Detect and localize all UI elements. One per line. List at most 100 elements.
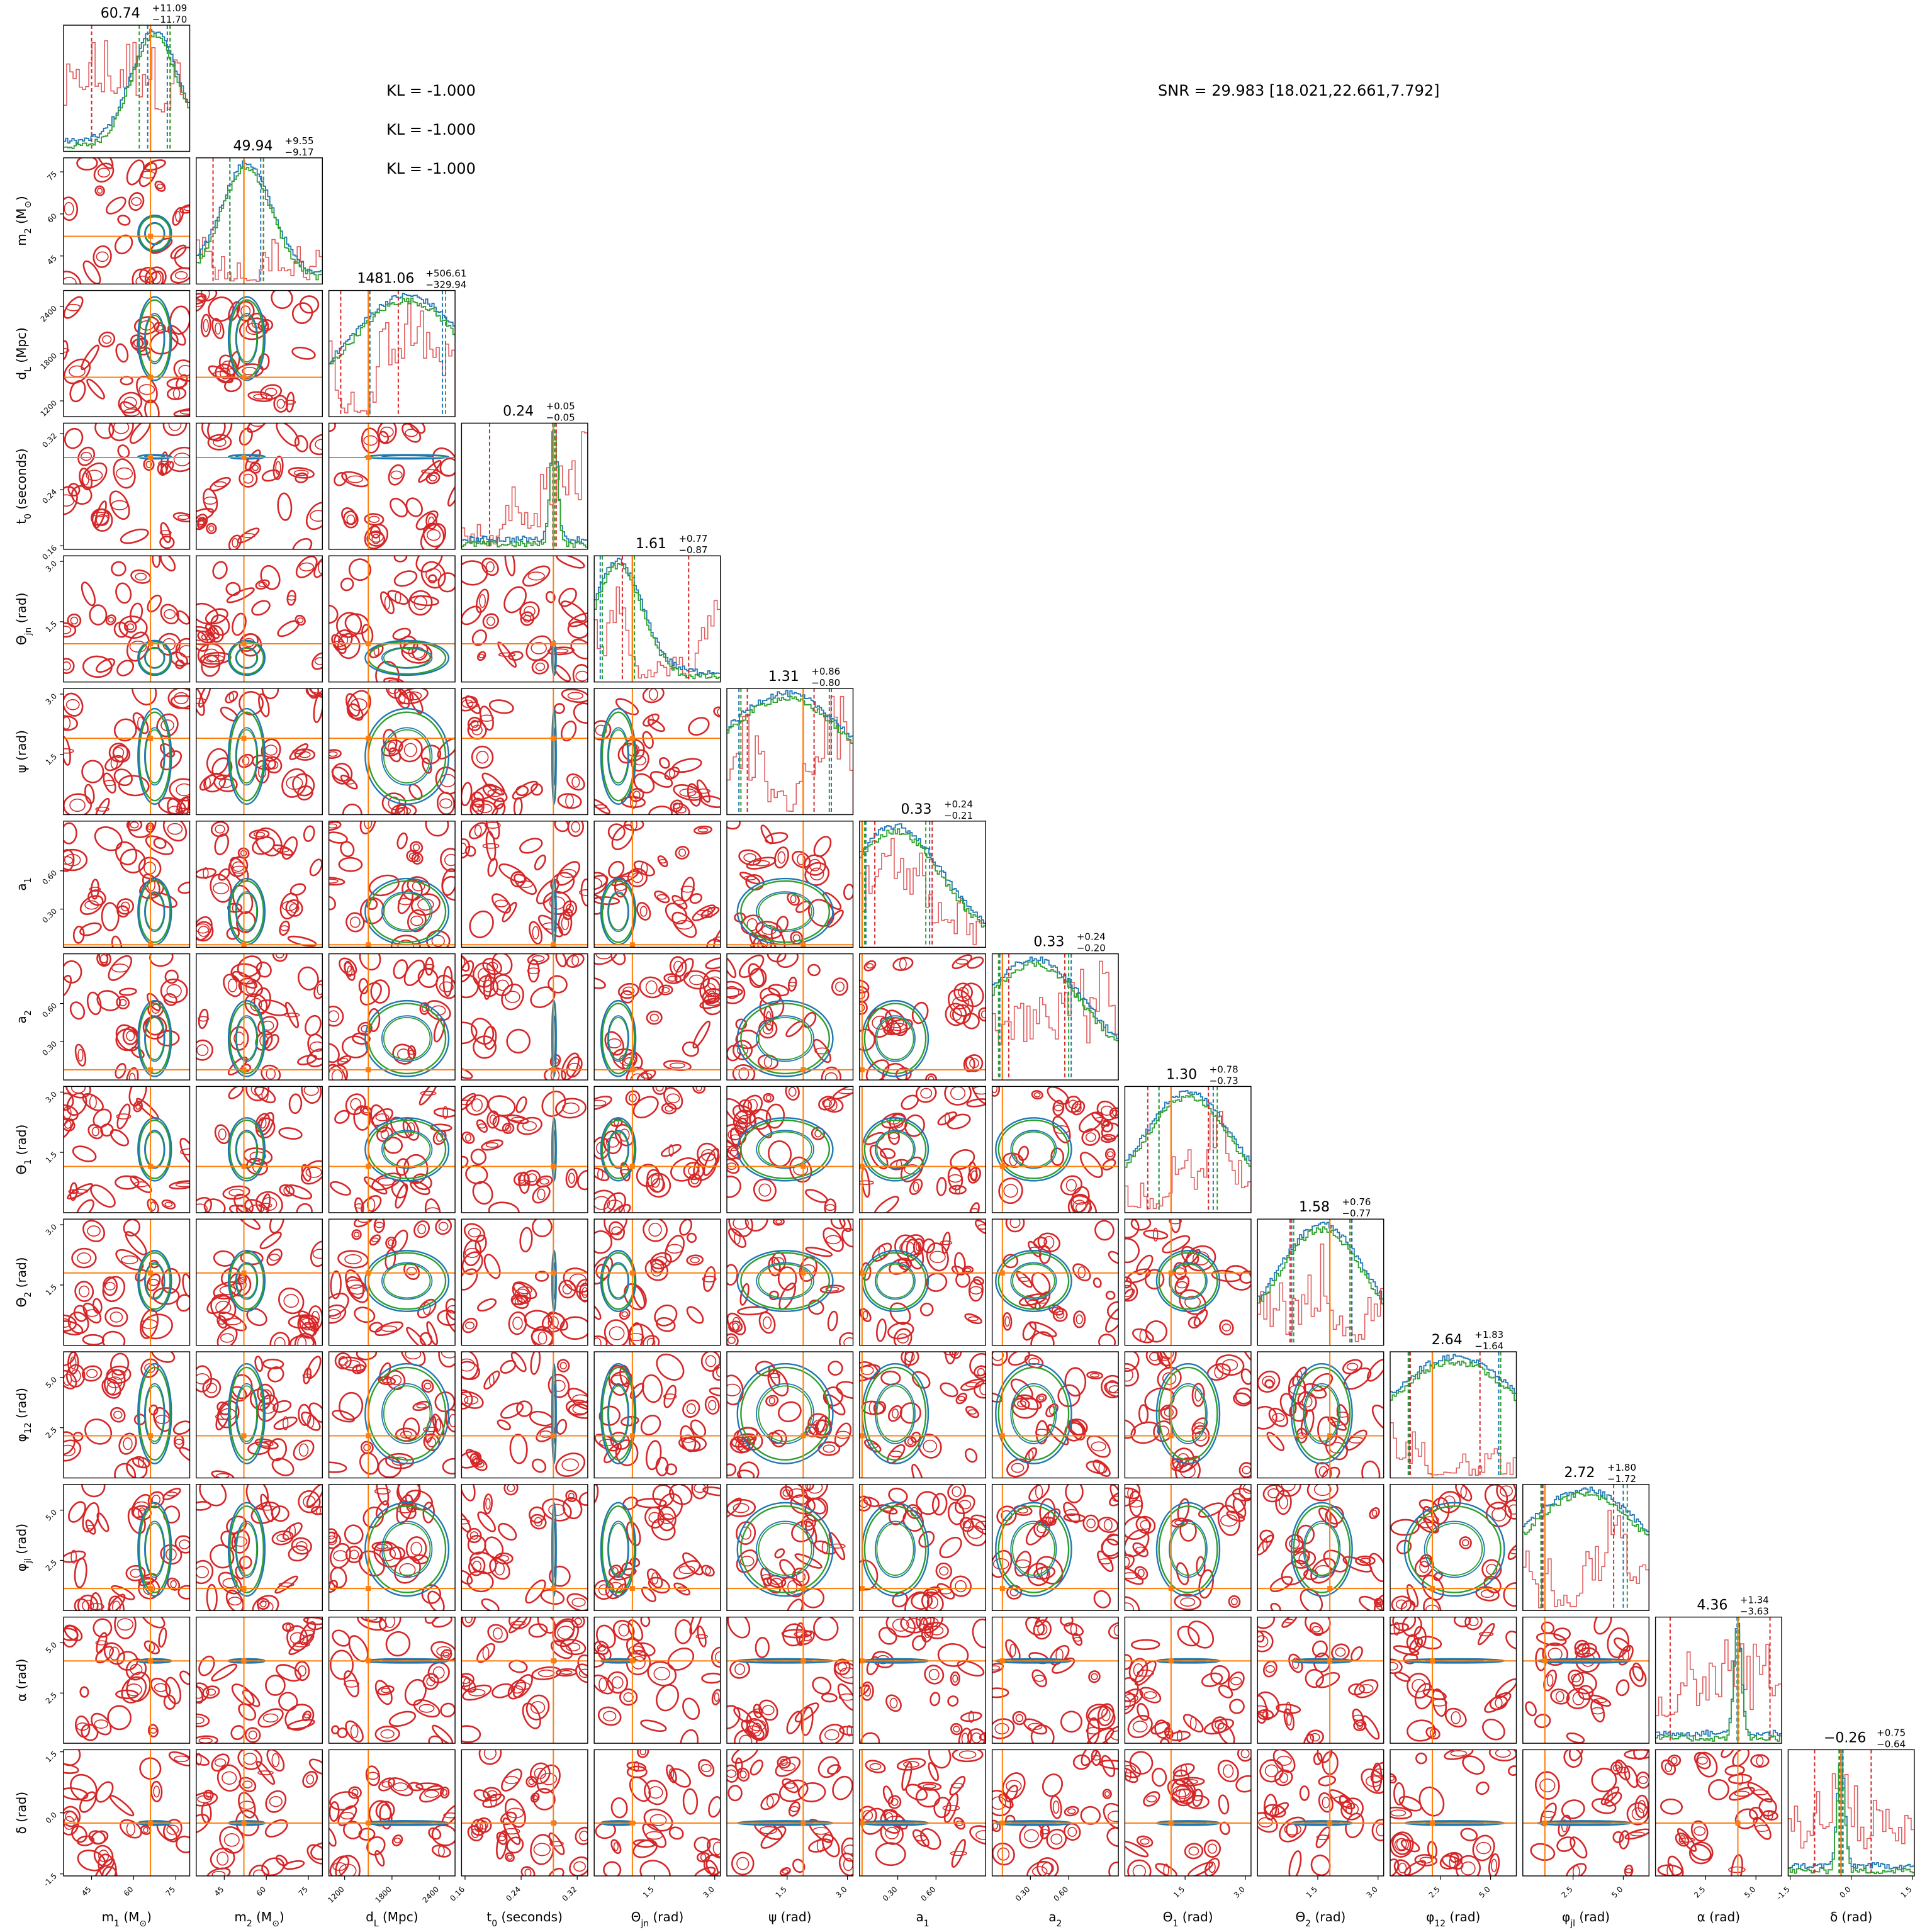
ylabel-6: a1 bbox=[14, 877, 33, 890]
contour-red-7-5-24 bbox=[821, 1066, 841, 1081]
contour-red-10-9-0 bbox=[1371, 1404, 1384, 1432]
contour-red-13-7-9 bbox=[1042, 1773, 1064, 1797]
contour-red-10-9-21 bbox=[1266, 1432, 1285, 1451]
contour-red-8-4-24 bbox=[646, 1172, 671, 1198]
panel-frame-13-5 bbox=[726, 1749, 854, 1877]
panel-frame-11-5 bbox=[726, 1484, 854, 1612]
contour-red-8-3-22 bbox=[465, 1094, 489, 1116]
contour-red-10-3-21 bbox=[461, 1352, 479, 1380]
contour-red-1-0-21 bbox=[138, 162, 157, 188]
contour-red-inner-5-3-8 bbox=[480, 714, 494, 722]
truth-marker-13-5 bbox=[800, 1820, 806, 1826]
contour-red-5-3-14 bbox=[512, 780, 539, 800]
contour-red-inner-9-0-21 bbox=[85, 1309, 99, 1317]
hist-panel-13: −0.26 +0.75−0.64-1.5 0.0 1.5δ (rad) bbox=[1775, 1727, 1915, 1924]
contour-red-11-1-12 bbox=[245, 1484, 269, 1510]
truth-marker-3-0 bbox=[148, 454, 154, 460]
contour-red-11-6-13 bbox=[935, 1562, 953, 1580]
contour-red-12-7-13 bbox=[1049, 1644, 1070, 1666]
contour-red-inner-4-1-23 bbox=[314, 657, 323, 665]
contour-red-13-1-11 bbox=[302, 1771, 318, 1788]
contour-green-10-5 bbox=[740, 1366, 831, 1461]
contour-red-9-1-23 bbox=[213, 1281, 243, 1300]
contour-red-12-4-11 bbox=[711, 1688, 721, 1705]
contour-red-inner-13-9-15 bbox=[1264, 1764, 1279, 1777]
contour-red-12-9-8 bbox=[1283, 1708, 1295, 1731]
contour-red-inner-12-6-10 bbox=[928, 1668, 940, 1680]
contour-red-11-10-0 bbox=[1507, 1543, 1517, 1560]
contour-red-10-2-23 bbox=[438, 1352, 456, 1368]
contour-red-4-1-21 bbox=[295, 556, 318, 578]
contour-red-9-6-17 bbox=[876, 1318, 887, 1342]
contour-red-inner-13-2-24 bbox=[442, 1789, 447, 1796]
contour-panel-2-1 bbox=[196, 289, 323, 417]
truth-marker-4-3 bbox=[551, 641, 556, 647]
contour-red-8-2-16 bbox=[330, 1181, 352, 1196]
contour-red-11-10-23 bbox=[1459, 1536, 1472, 1549]
truth-marker-2-1 bbox=[241, 374, 247, 380]
contour-red-inner-7-5-24 bbox=[824, 1072, 838, 1081]
contour-blue-inner-8-1 bbox=[235, 1130, 259, 1169]
contour-red-12-3-19 bbox=[461, 1725, 481, 1743]
contour-red-inner-2-0-6 bbox=[180, 410, 190, 415]
contour-blue-inner-2-1 bbox=[235, 313, 259, 364]
contour-blue-4-1 bbox=[227, 639, 266, 677]
xtick-label-4-0: 1.5 bbox=[641, 1885, 656, 1899]
contour-red-inner-10-9-24 bbox=[1272, 1413, 1285, 1422]
contour-red-inner-11-5-15 bbox=[782, 1489, 790, 1497]
contour-red-inner-13-2-1 bbox=[443, 1812, 456, 1819]
contour-red-inner-12-4-23 bbox=[629, 1645, 644, 1654]
contour-red-13-8-8 bbox=[1143, 1791, 1160, 1807]
contour-red-6-3-0 bbox=[534, 854, 546, 871]
contour-red-inner-12-0-13 bbox=[154, 1683, 167, 1692]
contour-red-13-5-10 bbox=[821, 1834, 840, 1858]
contour-red-inner-13-7-5 bbox=[992, 1796, 1006, 1810]
contour-red-inner-9-2-15 bbox=[345, 1279, 364, 1289]
contour-red-11-7-21 bbox=[1035, 1556, 1064, 1585]
contour-red-9-8-5 bbox=[1173, 1262, 1187, 1281]
contour-red-10-8-9 bbox=[1191, 1383, 1205, 1407]
contour-red-13-3-4 bbox=[478, 1749, 502, 1765]
contour-red-13-2-0 bbox=[329, 1826, 337, 1847]
contour-blue-5-4 bbox=[600, 707, 637, 805]
contour-red-13-5-12 bbox=[760, 1793, 780, 1811]
contour-red-inner-8-4-21 bbox=[597, 1169, 604, 1180]
contour-green-inner-8-0 bbox=[145, 1131, 165, 1168]
panel-frame-11-10 bbox=[1390, 1484, 1517, 1612]
contour-red-inner-6-5-21 bbox=[757, 938, 768, 948]
contour-red-7-2-6 bbox=[359, 953, 381, 971]
contour-red-inner-13-7-22 bbox=[1091, 1755, 1101, 1761]
contour-red-inner-3-0-5 bbox=[159, 530, 172, 536]
contour-red-13-6-8 bbox=[928, 1749, 952, 1769]
contour-red-inner-7-2-20 bbox=[397, 1048, 410, 1060]
contour-red-inner-9-2-16 bbox=[344, 1254, 362, 1265]
contour-red-inner-5-4-0 bbox=[594, 804, 608, 809]
contour-blue-inner-6-4 bbox=[607, 891, 629, 932]
contour-red-13-0-16 bbox=[109, 1794, 135, 1817]
contour-red-11-0-21 bbox=[125, 1564, 146, 1581]
truth-marker-10-2 bbox=[366, 1433, 371, 1439]
contour-red-12-1-18 bbox=[196, 1713, 210, 1727]
contour-red-12-6-11 bbox=[972, 1618, 986, 1649]
contour-red-6-5-9 bbox=[795, 901, 811, 913]
contour-red-inner-8-6-15 bbox=[913, 1182, 919, 1192]
contour-red-12-11-2 bbox=[1525, 1701, 1537, 1717]
contour-red-inner-7-3-11 bbox=[568, 1062, 581, 1072]
contour-blue-3-1 bbox=[227, 454, 266, 460]
xtick-label-6-1: 0.60 bbox=[919, 1885, 938, 1903]
contour-red-inner-7-3-24 bbox=[461, 957, 466, 969]
contour-red-13-9-18 bbox=[1299, 1785, 1310, 1801]
contour-blue-inner-8-2 bbox=[381, 1130, 433, 1169]
contour-red-inner-12-5-22 bbox=[739, 1734, 753, 1744]
contour-red-13-6-2 bbox=[969, 1825, 986, 1845]
contour-red-13-1-4 bbox=[308, 1758, 323, 1775]
contour-red-inner-9-4-15 bbox=[648, 1222, 662, 1237]
ylabel-13: δ (rad) bbox=[14, 1792, 29, 1834]
contour-red-10-6-0 bbox=[887, 1405, 902, 1422]
contour-red-inner-10-7-12 bbox=[1028, 1450, 1034, 1460]
contour-green-inner-10-0 bbox=[145, 1385, 165, 1442]
truth-marker-11-3 bbox=[551, 1586, 556, 1592]
contour-panel-6-3 bbox=[461, 821, 588, 948]
contour-red-6-0-9 bbox=[90, 879, 99, 900]
contour-red-11-6-16 bbox=[939, 1536, 962, 1559]
